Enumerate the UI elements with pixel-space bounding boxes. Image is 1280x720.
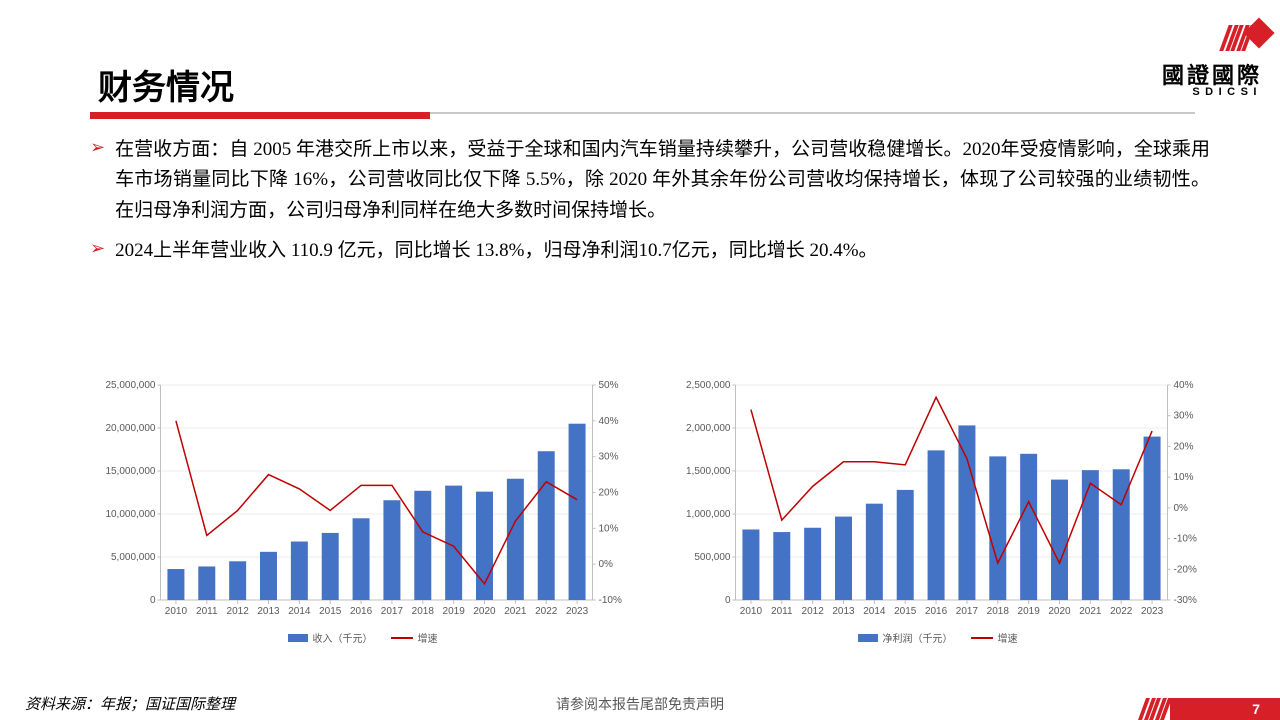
bullet-item: ➢ 2024上半年营业收入 110.9 亿元，同比增长 13.8%，归母净利润1… — [90, 236, 1210, 266]
svg-text:40%: 40% — [599, 416, 619, 427]
revenue-chart: 0 5,000,000 10,000,000 15,000,000 20,000,000… — [90, 375, 635, 645]
svg-text:5,000,000: 5,000,000 — [111, 552, 156, 563]
svg-text:20,000,000: 20,000,000 — [105, 423, 155, 434]
svg-text:0: 0 — [150, 595, 156, 606]
legend-bar-icon — [858, 634, 878, 642]
svg-text:40%: 40% — [1174, 380, 1194, 391]
svg-text:10,000,000: 10,000,000 — [105, 509, 155, 520]
footer-corner — [1170, 698, 1280, 720]
bullet-text: 在营收方面：自 2005 年港交所上市以来，受益于全球和国内汽车销量持续攀升，公… — [115, 135, 1210, 226]
page-title: 财务情况 — [98, 60, 234, 109]
svg-text:2016: 2016 — [925, 606, 948, 617]
svg-text:-10%: -10% — [599, 595, 622, 606]
svg-text:1,000,000: 1,000,000 — [686, 509, 731, 520]
disclaimer-text: 请参阅本报告尾部免责声明 — [556, 694, 724, 714]
svg-text:20%: 20% — [1174, 441, 1194, 452]
svg-text:30%: 30% — [599, 452, 619, 463]
svg-text:30%: 30% — [1174, 411, 1194, 422]
svg-text:0%: 0% — [1174, 503, 1189, 514]
svg-text:2012: 2012 — [227, 606, 250, 617]
bullet-text: 2024上半年营业收入 110.9 亿元，同比增长 13.8%，归母净利润10.… — [115, 236, 877, 266]
company-subname: SDICSI — [1192, 86, 1262, 98]
legend-bar-label: 收入（千元） — [313, 630, 373, 645]
svg-text:2014: 2014 — [288, 606, 311, 617]
svg-text:2011: 2011 — [771, 606, 793, 617]
svg-text:2015: 2015 — [319, 606, 342, 617]
svg-text:2022: 2022 — [535, 606, 558, 617]
svg-text:2014: 2014 — [863, 606, 886, 617]
footer-stripes-icon — [1142, 698, 1168, 720]
svg-text:2017: 2017 — [956, 606, 979, 617]
source-text: 资料来源：年报；国证国际整理 — [25, 693, 235, 714]
svg-text:2013: 2013 — [832, 606, 855, 617]
svg-text:2018: 2018 — [412, 606, 435, 617]
svg-text:2022: 2022 — [1110, 606, 1133, 617]
legend-line-label: 增速 — [418, 630, 438, 645]
svg-text:-30%: -30% — [1174, 595, 1197, 606]
legend-bar-icon — [288, 634, 308, 642]
svg-text:2023: 2023 — [1141, 606, 1164, 617]
bullet-arrow-icon: ➢ — [90, 238, 105, 259]
svg-text:2010: 2010 — [740, 606, 763, 617]
divider-accent — [90, 112, 430, 119]
svg-text:2017: 2017 — [381, 606, 404, 617]
svg-text:2019: 2019 — [443, 606, 466, 617]
svg-text:2020: 2020 — [1048, 606, 1071, 617]
legend-bar-label: 净利润（千元） — [883, 630, 953, 645]
legend-line-label: 增速 — [998, 630, 1018, 645]
svg-text:20%: 20% — [599, 488, 619, 499]
svg-text:1,500,000: 1,500,000 — [686, 466, 731, 477]
svg-text:2019: 2019 — [1018, 606, 1041, 617]
page-number: 7 — [1252, 701, 1260, 717]
svg-text:2,000,000: 2,000,000 — [686, 423, 731, 434]
svg-text:2016: 2016 — [350, 606, 373, 617]
bullet-arrow-icon: ➢ — [90, 137, 105, 158]
svg-text:2012: 2012 — [802, 606, 825, 617]
bullet-item: ➢ 在营收方面：自 2005 年港交所上市以来，受益于全球和国内汽车销量持续攀升… — [90, 135, 1210, 226]
svg-text:25,000,000: 25,000,000 — [105, 380, 155, 391]
svg-text:2020: 2020 — [473, 606, 496, 617]
svg-text:2021: 2021 — [1079, 606, 1102, 617]
svg-text:0%: 0% — [599, 559, 614, 570]
chart-legend: 净利润（千元） 增速 — [665, 630, 1210, 645]
legend-line-icon — [971, 637, 993, 639]
svg-text:2015: 2015 — [894, 606, 917, 617]
svg-text:-20%: -20% — [1174, 564, 1197, 575]
svg-text:2021: 2021 — [504, 606, 527, 617]
svg-text:500,000: 500,000 — [694, 552, 731, 563]
profit-chart: 0 500,000 1,000,000 1,500,000 2,000,000 2,500… — [665, 375, 1210, 645]
svg-text:50%: 50% — [599, 380, 619, 391]
svg-text:-10%: -10% — [1174, 534, 1197, 545]
svg-text:10%: 10% — [1174, 472, 1194, 483]
legend-line-icon — [391, 637, 413, 639]
svg-text:2010: 2010 — [165, 606, 188, 617]
svg-text:10%: 10% — [599, 523, 619, 534]
svg-text:2023: 2023 — [566, 606, 589, 617]
chart-legend: 收入（千元） 增速 — [90, 630, 635, 645]
svg-text:0: 0 — [725, 595, 731, 606]
svg-text:2011: 2011 — [196, 606, 218, 617]
content-area: ➢ 在营收方面：自 2005 年港交所上市以来，受益于全球和国内汽车销量持续攀升… — [90, 135, 1210, 277]
svg-text:15,000,000: 15,000,000 — [105, 466, 155, 477]
svg-text:2,500,000: 2,500,000 — [686, 380, 731, 391]
svg-text:2018: 2018 — [987, 606, 1010, 617]
svg-text:2013: 2013 — [257, 606, 280, 617]
